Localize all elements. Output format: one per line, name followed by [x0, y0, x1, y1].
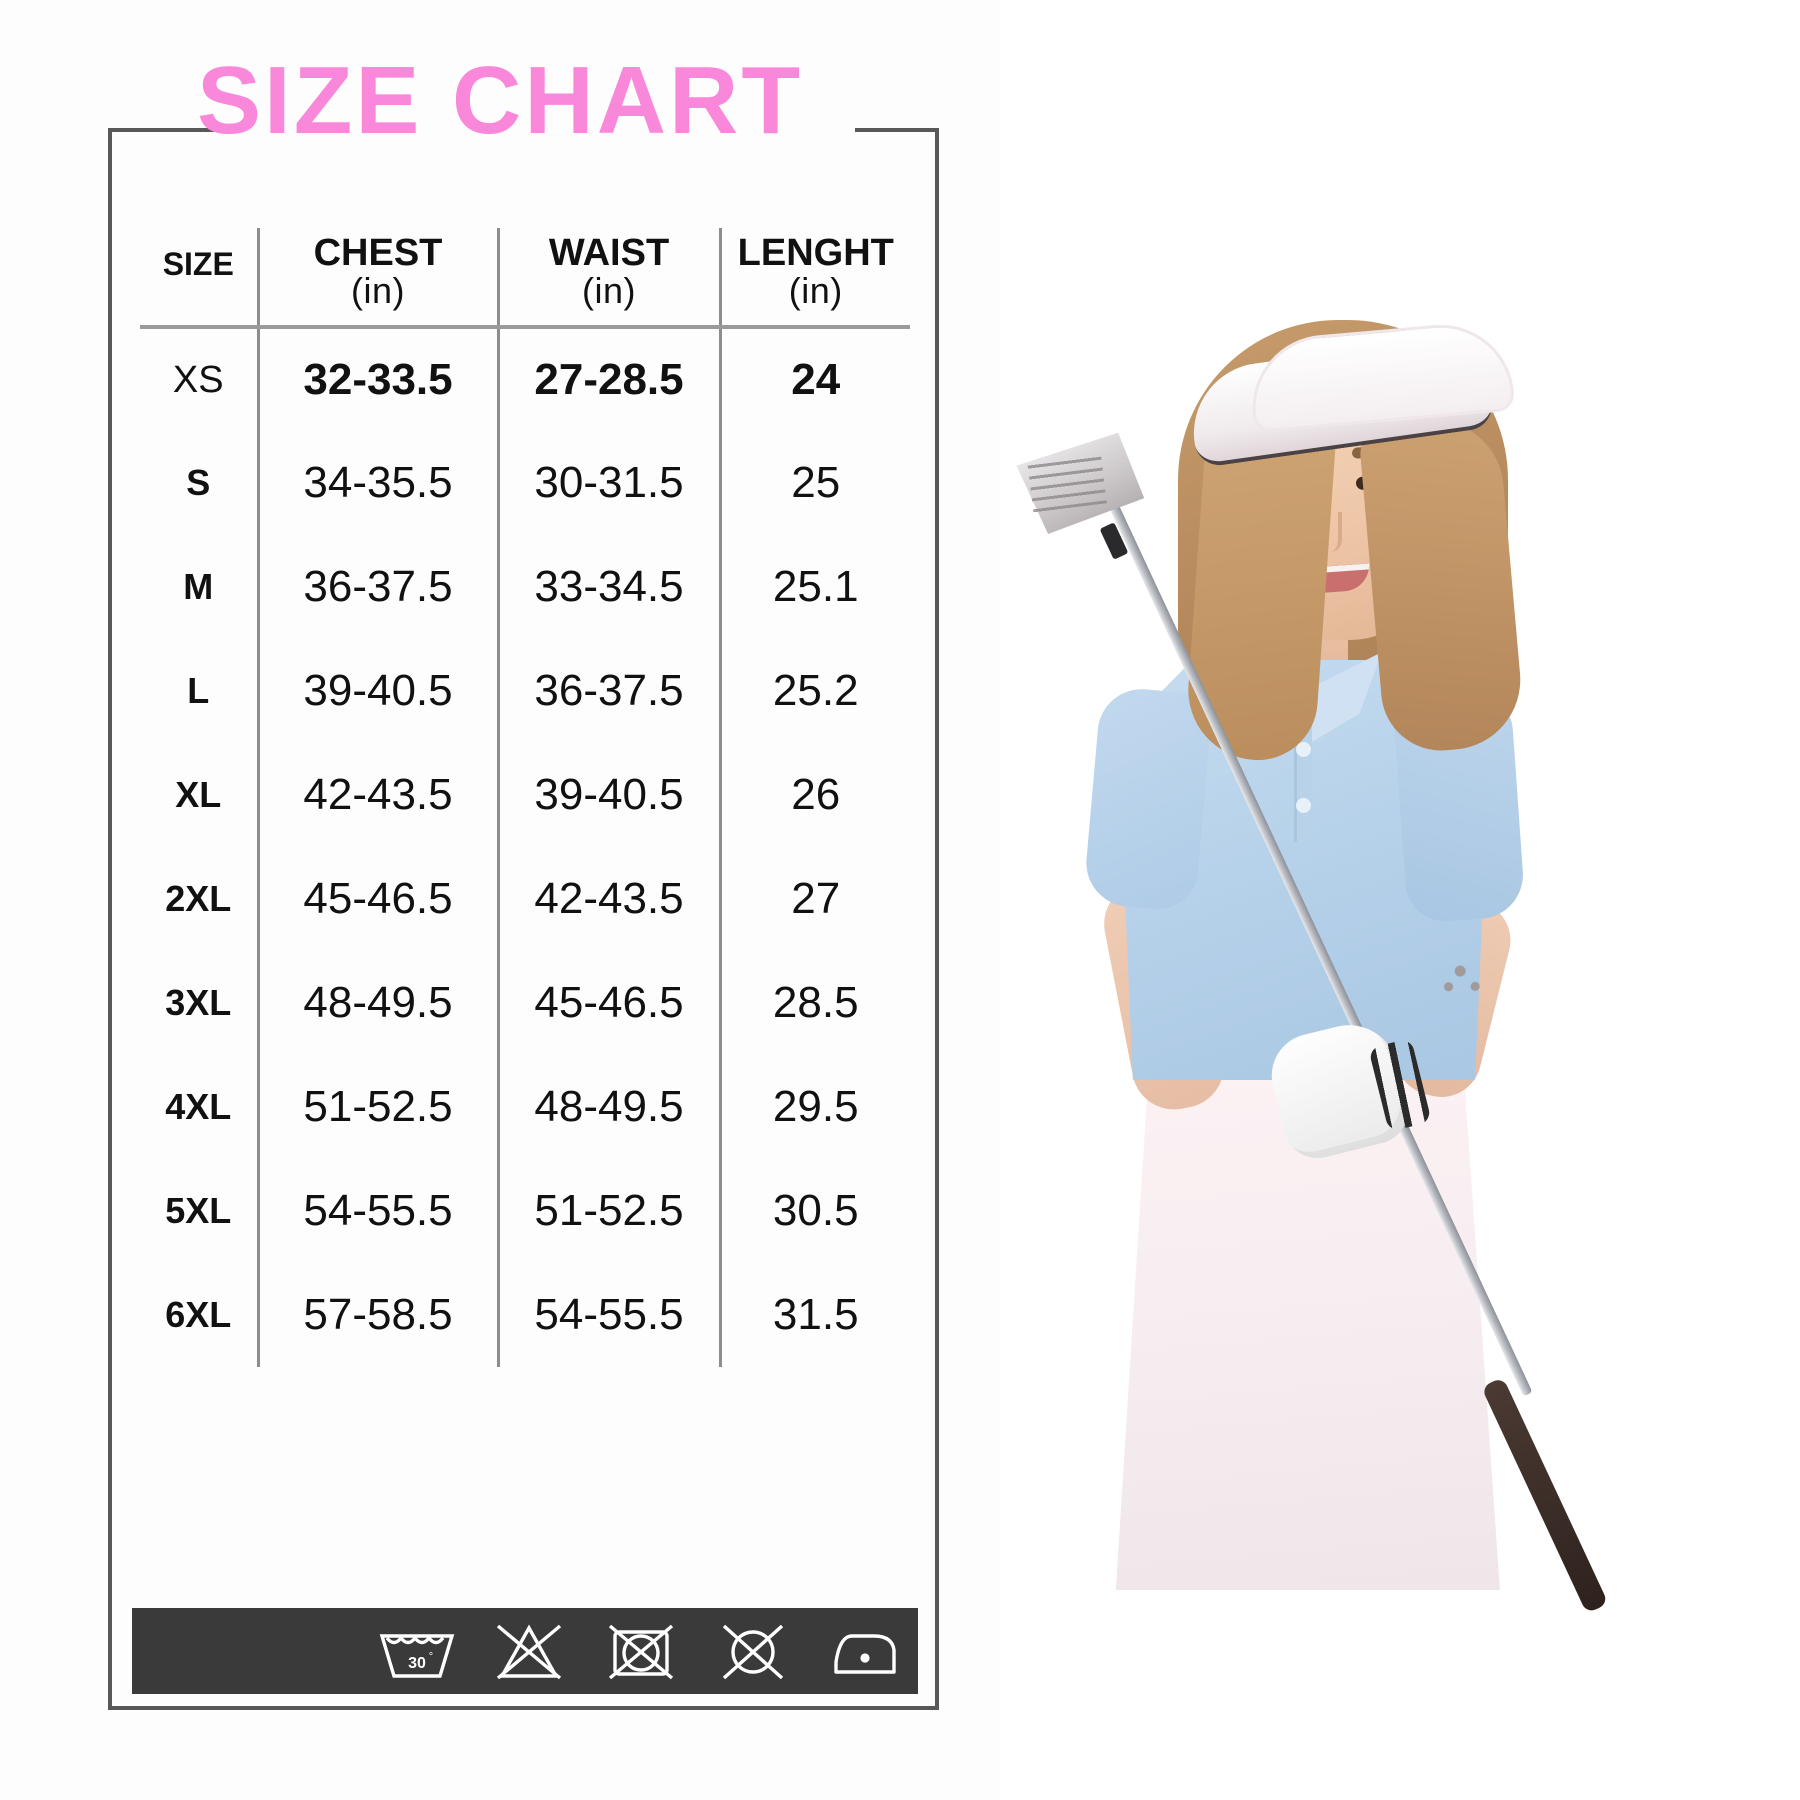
- table-row: S 34-35.5 30-31.5 25: [140, 431, 910, 536]
- cell-length: 29.5: [718, 1055, 910, 1160]
- cell-size: 6XL: [165, 1294, 232, 1336]
- size-chart-panel: SIZE CHART SIZE CHEST (in) WAIST (in): [108, 47, 939, 1710]
- column-header-waist: WAIST (in): [496, 228, 720, 330]
- table-row: 5XL 54-55.5 51-52.5 30.5: [140, 1159, 910, 1264]
- frame-bottom-edge: [108, 1706, 939, 1710]
- cell-length: 30.5: [718, 1159, 910, 1264]
- cell-waist: 51-52.5: [496, 1159, 720, 1264]
- table-row: XL 42-43.5 39-40.5 26: [140, 743, 910, 848]
- cell-size: XL: [175, 774, 222, 816]
- cell-waist: 39-40.5: [496, 743, 720, 848]
- frame-right-edge: [935, 128, 939, 1710]
- cell-size: 2XL: [165, 878, 232, 920]
- cell-length: 31.5: [718, 1263, 910, 1368]
- wash-temp-label: 30: [408, 1655, 426, 1672]
- cell-waist: 30-31.5: [496, 431, 720, 536]
- cell-chest: 32-33.5: [256, 327, 498, 432]
- column-header-waist-label: WAIST: [548, 232, 670, 274]
- cell-waist: 42-43.5: [496, 847, 720, 952]
- model-left-sleeve: [1082, 685, 1214, 913]
- page-title: SIZE CHART: [197, 47, 803, 154]
- column-header-chest-unit: (in): [351, 269, 405, 311]
- column-header-size: SIZE: [140, 228, 258, 330]
- cell-length: 25.2: [718, 639, 910, 744]
- do-not-tumble-dry-icon: [608, 1624, 674, 1680]
- frame-top-right-segment: [855, 128, 939, 132]
- cell-size: S: [186, 462, 211, 504]
- cell-length: 26: [718, 743, 910, 848]
- table-row: XS 32-33.5 27-28.5 24: [140, 327, 910, 432]
- size-chart-table: SIZE CHEST (in) WAIST (in) LENGHT (in): [140, 228, 910, 1368]
- frame-top-left-segment: [108, 128, 238, 132]
- cell-size: 4XL: [165, 1086, 232, 1128]
- column-header-length-unit: (in): [788, 269, 843, 311]
- table-row: 3XL 48-49.5 45-46.5 28.5: [140, 951, 910, 1056]
- model-shirt-button-bottom: [1296, 798, 1311, 813]
- table-header: SIZE CHEST (in) WAIST (in) LENGHT (in): [140, 228, 910, 330]
- column-header-chest: CHEST (in): [256, 228, 498, 330]
- cell-size: XS: [172, 358, 224, 401]
- cell-chest: 36-37.5: [256, 535, 498, 640]
- table-row: 4XL 51-52.5 48-49.5 29.5: [140, 1055, 910, 1160]
- model-nose: [1320, 512, 1342, 552]
- model-arm-tattoo: [1432, 947, 1498, 1007]
- do-not-bleach-icon: [496, 1624, 562, 1680]
- cell-chest: 39-40.5: [256, 639, 498, 744]
- cell-length: 25.1: [718, 535, 910, 640]
- table-row: 6XL 57-58.5 54-55.5 31.5: [140, 1263, 910, 1368]
- cell-size: 3XL: [165, 982, 232, 1024]
- cell-length: 24: [718, 327, 910, 432]
- iron-low-heat-icon: [834, 1634, 896, 1674]
- column-header-size-label: SIZE: [162, 246, 234, 283]
- product-photo: [1000, 0, 1800, 1800]
- cell-chest: 34-35.5: [256, 431, 498, 536]
- table-row: L 39-40.5 36-37.5 25.2: [140, 639, 910, 744]
- column-header-chest-label: CHEST: [313, 232, 443, 274]
- cell-length: 28.5: [718, 951, 910, 1056]
- cell-waist: 48-49.5: [496, 1055, 720, 1160]
- column-header-waist-unit: (in): [582, 269, 636, 311]
- cell-size: M: [183, 566, 214, 608]
- frame-left-edge: [108, 128, 112, 1710]
- cell-waist: 27-28.5: [496, 327, 720, 432]
- cell-chest: 48-49.5: [256, 951, 498, 1056]
- golf-club-grip: [1481, 1376, 1609, 1614]
- golf-club-face-grooves: [1027, 451, 1107, 513]
- table-row: M 36-37.5 33-34.5 25.1: [140, 535, 910, 640]
- cell-size: 5XL: [165, 1190, 232, 1232]
- table-body: XS 32-33.5 27-28.5 24 S 34-35.5 30-31.5 …: [140, 327, 910, 1368]
- cell-waist: 36-37.5: [496, 639, 720, 744]
- cell-chest: 54-55.5: [256, 1159, 498, 1264]
- model-shirt-button-top: [1296, 742, 1311, 757]
- cell-length: 25: [718, 431, 910, 536]
- cell-chest: 42-43.5: [256, 743, 498, 848]
- cell-length: 27: [718, 847, 910, 952]
- column-header-length-label: LENGHT: [737, 232, 894, 274]
- cell-waist: 54-55.5: [496, 1263, 720, 1368]
- cell-chest: 45-46.5: [256, 847, 498, 952]
- wash-30-icon: 30 °: [379, 1634, 455, 1678]
- cell-waist: 33-34.5: [496, 535, 720, 640]
- column-header-length: LENGHT (in): [718, 228, 910, 330]
- svg-text:°: °: [429, 1651, 433, 1663]
- cell-size: L: [187, 670, 210, 712]
- do-not-dry-clean-icon: [722, 1624, 784, 1680]
- cell-chest: 57-58.5: [256, 1263, 498, 1368]
- table-row: 2XL 45-46.5 42-43.5 27: [140, 847, 910, 952]
- cell-waist: 45-46.5: [496, 951, 720, 1056]
- care-instructions-bar: 30 °: [132, 1608, 918, 1694]
- cell-chest: 51-52.5: [256, 1055, 498, 1160]
- photo-stage: [1000, 0, 1800, 1800]
